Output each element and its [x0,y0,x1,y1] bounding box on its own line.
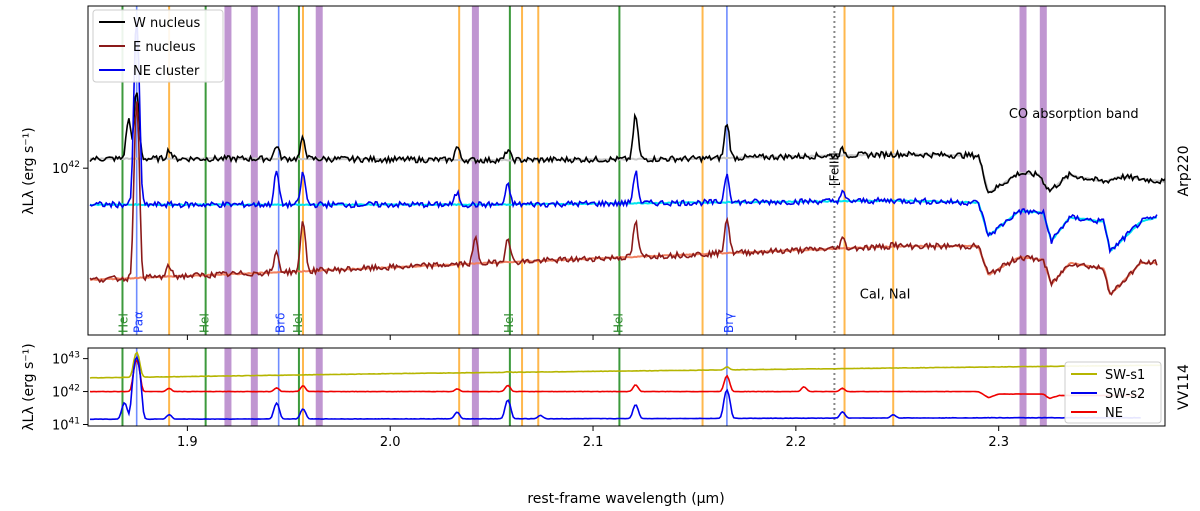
legend-label-2: NE [1105,406,1123,421]
line-label-6: HeI [611,313,625,333]
x-ticks-bottom: 1.9 2.0 2.1 2.2 2.3 [177,426,1009,450]
legend-label-1: E nucleus [133,40,196,55]
legend-bottom-box [1064,361,1162,424]
purple-band-0 [224,348,232,426]
panel-top: 1042 HeI Paα HeI Brδ HeI HeI HeI Brγ[FeIII] CO … [21,5,1192,340]
xtick-label-4: 2.3 [988,435,1009,450]
purple-band-2 [315,348,323,426]
xlabel: rest-frame wavelength (μm) [527,491,724,507]
purple-band-0 [224,6,232,335]
ylabel-top: λLλ (erg s⁻¹) [21,127,37,215]
line-labels: HeI Paα HeI Brδ HeI HeI HeI Brγ[FeIII] [117,152,842,333]
legend-label-1: SW-s2 [1105,387,1145,402]
legend-bottom: SW-s1 SW-s2 NE [1064,361,1162,424]
series-group-top [89,21,1165,296]
line-label-7: Brγ [722,313,736,333]
side-label-vv114: VV114 [1176,364,1192,410]
line-markers-top [121,6,1047,335]
line-label-3: Brδ [274,312,288,333]
series-sw-s2 [90,355,1141,421]
model-0-1 [89,199,1158,252]
purple-band-3 [471,6,479,335]
panel-bottom: 1.9 2.0 2.1 2.2 2.3 1041 1042 1043 λLλ (erg s⁻… [21,343,1192,507]
line-label-2: HeI [198,313,212,333]
purple-band-3 [471,348,479,426]
legend-label-0: SW-s1 [1105,368,1145,383]
purple-band-2 [315,6,323,335]
purple-band-5 [1039,348,1047,426]
axes-frame-top [87,5,1166,336]
y-ticks-bottom: 1041 1042 1043 [52,351,88,433]
xtick-label-3: 2.2 [786,435,807,450]
annotation-0: CO absorption band [1009,107,1139,122]
xtick-label-2: 2.1 [583,435,604,450]
ytick-label-yticks-bot-1: 1042 [52,384,80,401]
purple-band-4 [1019,6,1027,335]
series-ne-cluster [89,21,1158,255]
line-label-1: Paα [132,311,146,333]
line-label-4: HeI [291,313,305,333]
xtick-label-1: 2.0 [380,435,401,450]
series-group-bottom [89,351,1161,421]
purple-band-5 [1039,6,1047,335]
ylabel-bottom: λLλ (erg s⁻¹) [21,343,37,431]
legend-label-0: W nucleus [133,16,200,31]
line-label-8: [FeIII] [827,152,841,186]
series-sw-s1 [89,351,1161,379]
legend-top-box [92,9,224,83]
series-w-nucleus [89,92,1165,194]
line-label-0: HeI [117,313,131,333]
annotations: CO absorption band CaI, NaI [860,107,1139,303]
series-ne [89,358,1141,400]
xtick-label-0: 1.9 [177,435,198,450]
side-label-arp220: Arp220 [1176,146,1192,197]
purple-band-1 [250,6,258,335]
legend-top: W nucleus E nucleus NE cluster [92,9,224,83]
ytick-label-yticks-bot-0: 1041 [52,416,80,433]
series-e-nucleus [89,101,1158,296]
annotation-1: CaI, NaI [860,288,911,303]
ytick-label-yticks-top-0: 1042 [52,160,80,177]
axes-frame-bottom [87,347,1166,427]
purple-band-4 [1019,348,1027,426]
y-ticks-top: 1042 [52,160,88,177]
ytick-label-yticks-bot-2: 1043 [52,351,80,368]
x-ticks-top [186,335,1000,340]
purple-band-1 [250,348,258,426]
legend-label-2: NE cluster [133,64,200,79]
line-markers-bottom [121,348,1047,426]
line-label-5: HeI [502,313,516,333]
